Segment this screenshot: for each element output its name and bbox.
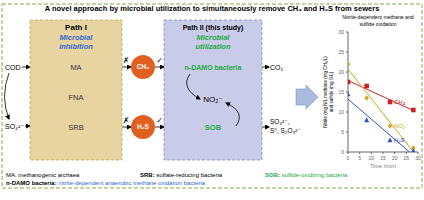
svg-text:A novel approach by microbial: A novel approach by microbial utilizatio… — [45, 4, 380, 13]
svg-text:✗: ✗ — [123, 116, 130, 125]
svg-text:n-DAMO bacteria: n-DAMO bacteria — [185, 64, 242, 71]
svg-text:NO₂⁻: NO₂⁻ — [394, 123, 408, 129]
svg-text:✗: ✗ — [123, 56, 130, 65]
svg-text:Path I: Path I — [65, 23, 87, 32]
svg-text:SO₄²⁻: SO₄²⁻ — [8, 123, 24, 130]
svg-text:n-DAMO bacteria: nitrite-depen: n-DAMO bacteria: nitrite-dependent anaer… — [8, 180, 206, 186]
svg-text:15: 15 — [380, 155, 386, 161]
svg-text:SRB: SRB — [68, 123, 83, 132]
svg-text:SOB: SOB — [205, 123, 222, 132]
svg-text:15: 15 — [338, 89, 344, 95]
svg-text:10: 10 — [369, 155, 375, 161]
svg-text:10: 10 — [338, 109, 344, 115]
svg-text:CO₂: CO₂ — [270, 64, 284, 71]
svg-text:SO₄²⁻,: SO₄²⁻, — [270, 118, 290, 125]
svg-text:CH₄: CH₄ — [394, 99, 406, 105]
svg-text:H₂S: H₂S — [137, 123, 150, 130]
svg-text:sulfide oxidation: sulfide oxidation — [359, 21, 396, 27]
svg-text:MA: MA — [70, 63, 81, 72]
svg-text:Time (min): Time (min) — [370, 163, 396, 168]
svg-text:SRB: sulfate-reducing bacteria: SRB: sulfate-reducing bacteria — [140, 172, 223, 178]
svg-text:20: 20 — [338, 69, 344, 75]
svg-text:30: 30 — [415, 155, 416, 161]
svg-text:Microbial: Microbial — [197, 33, 231, 42]
svg-text:Nitrite-dependent methane and: Nitrite-dependent methane and — [342, 14, 414, 20]
svg-text:Path II (this study): Path II (this study) — [183, 24, 244, 32]
svg-text:inhibition: inhibition — [59, 42, 93, 51]
svg-text:25: 25 — [404, 155, 410, 161]
svg-text:✓: ✓ — [156, 116, 163, 125]
svg-text:✓: ✓ — [156, 56, 163, 65]
svg-text:5: 5 — [358, 155, 361, 161]
svg-text:5: 5 — [341, 129, 344, 135]
svg-text:MA: methanogenic archaea: MA: methanogenic archaea — [8, 172, 80, 178]
svg-text:Nitrite (mg N/L methane (mg CH: Nitrite (mg N/L methane (mg CH₄/L) — [323, 56, 328, 128]
svg-text:0: 0 — [341, 149, 344, 155]
svg-text:CH₄: CH₄ — [137, 63, 150, 70]
svg-text:Microbial: Microbial — [60, 33, 94, 42]
svg-text:20: 20 — [392, 155, 398, 161]
svg-text:S⁰, S₂O₃²⁻: S⁰, S₂O₃²⁻ — [270, 127, 301, 134]
svg-text:COD: COD — [8, 64, 21, 71]
svg-text:and sulfide (mg S/L): and sulfide (mg S/L) — [329, 71, 334, 112]
svg-text:utilization: utilization — [196, 42, 231, 51]
svg-text:FNA: FNA — [69, 93, 84, 102]
svg-text:30: 30 — [338, 29, 344, 35]
svg-text:H₂S: H₂S — [394, 137, 405, 143]
svg-text:0: 0 — [347, 155, 350, 161]
svg-text:25: 25 — [338, 49, 344, 55]
svg-text:NO₂⁻: NO₂⁻ — [203, 95, 222, 104]
svg-text:SOB: sulfide-oxidizing bacteri: SOB: sulfide-oxidizing bacteria — [265, 172, 348, 178]
